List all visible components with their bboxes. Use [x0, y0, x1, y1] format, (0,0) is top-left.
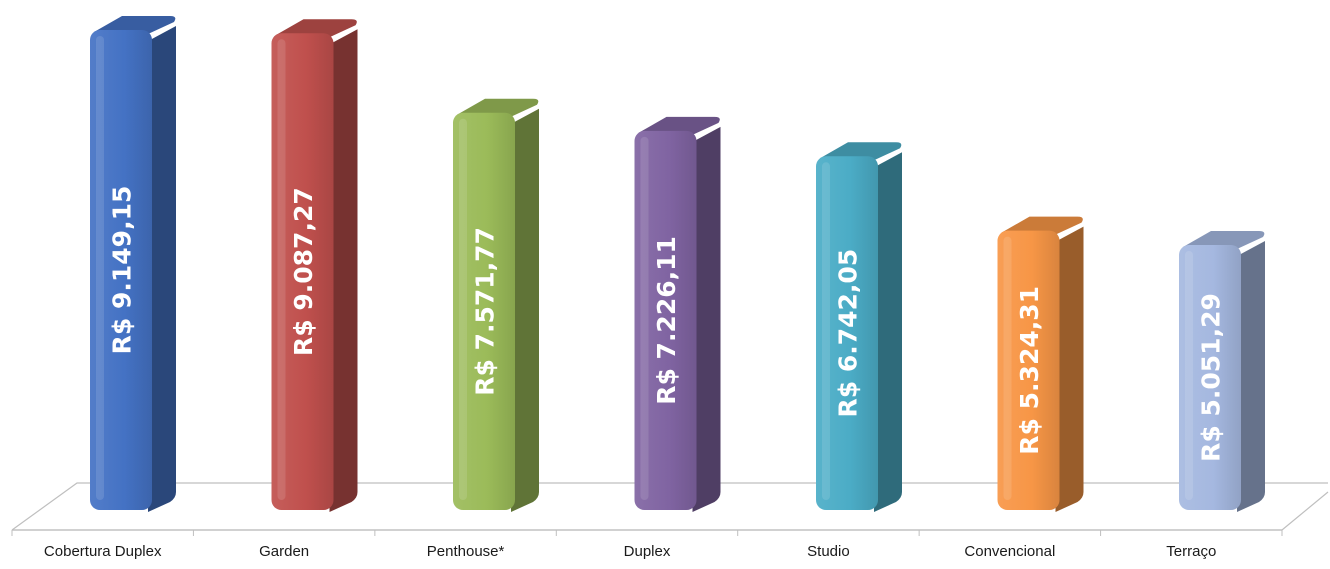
data-label: R$ 7.571,77: [471, 227, 500, 396]
category-label: Terraço: [1166, 543, 1216, 560]
data-label: R$ 6.742,05: [834, 249, 863, 418]
bar-highlight: [640, 136, 649, 501]
category-label: Penthouse*: [427, 543, 505, 560]
category-label: Cobertura Duplex: [44, 543, 162, 560]
bar-group-6: [1179, 230, 1265, 512]
bar-top: [638, 116, 720, 135]
bar-highlight: [1003, 236, 1012, 500]
bar-group-2: [453, 98, 539, 512]
bar-highlight: [277, 39, 286, 501]
bar: [997, 230, 1060, 510]
bar-top: [820, 142, 902, 161]
bar-highlight: [1185, 250, 1193, 500]
category-label: Garden: [259, 543, 309, 560]
data-label: R$ 5.324,31: [1015, 286, 1044, 455]
category-label: Duplex: [624, 543, 671, 560]
bar-highlight: [822, 162, 830, 500]
data-label: R$ 9.149,15: [108, 186, 137, 355]
bar-side: [148, 26, 176, 512]
bar-group-5: [997, 216, 1084, 512]
category-label: Convencional: [964, 543, 1055, 560]
bar-group-4: [816, 142, 902, 512]
bar-side: [329, 29, 358, 513]
bar-highlight: [459, 118, 467, 500]
bar: [90, 30, 152, 510]
bar: [453, 112, 515, 510]
bar: [1179, 244, 1241, 510]
category-label: Studio: [807, 543, 850, 560]
bar: [634, 130, 697, 511]
bar-group-3: [634, 116, 721, 512]
data-label: R$ 5.051,29: [1197, 293, 1226, 462]
bar: [271, 33, 334, 511]
bar-side: [1055, 226, 1084, 512]
bar-side: [511, 108, 539, 512]
bar-highlight: [96, 36, 104, 500]
bar-side: [692, 126, 721, 512]
bar-side: [874, 152, 902, 512]
data-label: R$ 7.226,11: [652, 236, 681, 405]
bar-group-1: [271, 19, 358, 513]
bar: [816, 156, 878, 510]
bar-top: [1183, 230, 1265, 249]
bar-group-0: [90, 16, 176, 512]
bar-top: [94, 16, 176, 34]
data-label: R$ 9.087,27: [289, 187, 318, 356]
bar-side: [1237, 240, 1265, 512]
bar-top: [1001, 216, 1083, 235]
bar-top: [457, 98, 539, 117]
bar-top: [275, 19, 357, 38]
